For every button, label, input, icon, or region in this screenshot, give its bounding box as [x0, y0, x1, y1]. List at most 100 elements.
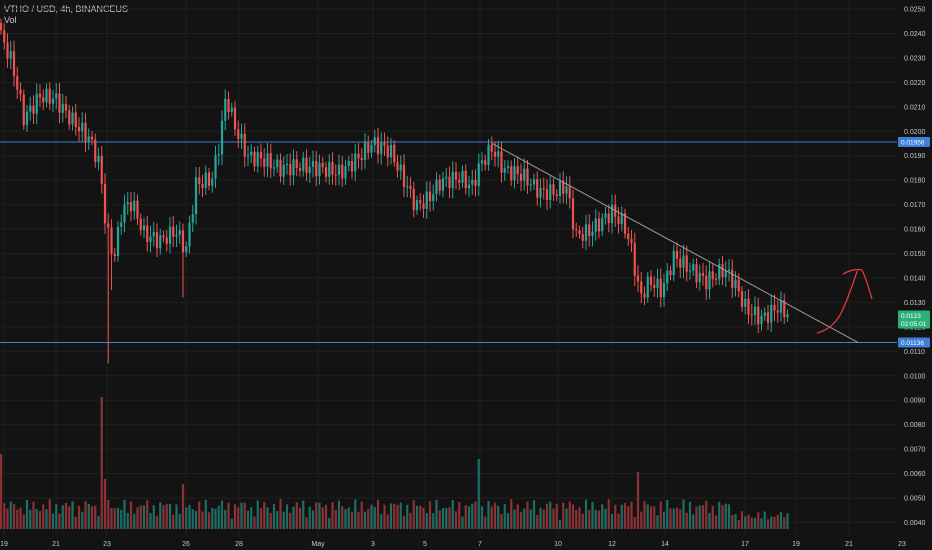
- candle-body: [763, 312, 766, 316]
- candle-body: [646, 276, 649, 298]
- volume-bar: [435, 499, 438, 529]
- volume-bar: [412, 500, 415, 529]
- volume-bar: [194, 511, 198, 529]
- candle-body: [441, 178, 445, 191]
- candle-body: [276, 159, 279, 168]
- candle-body: [259, 152, 263, 159]
- y-tick-label: 0.0060: [904, 471, 926, 478]
- volume-bar: [337, 500, 341, 529]
- current-price-tag-bg: [898, 310, 930, 329]
- volume-bar: [259, 508, 263, 529]
- volume-bar: [224, 509, 227, 529]
- candle-body: [146, 225, 149, 242]
- candle-body: [484, 160, 487, 165]
- volume-bar: [3, 503, 6, 529]
- candle-body: [708, 271, 711, 290]
- volume-bar: [682, 499, 685, 529]
- candle-body: [776, 310, 779, 313]
- candle-body: [321, 162, 324, 168]
- volume-bar: [243, 502, 246, 529]
- volume-bar: [149, 512, 152, 529]
- volume-bar: [471, 503, 474, 529]
- volume-bar: [454, 511, 458, 529]
- arrow-head: [842, 268, 873, 300]
- volume-bar: [552, 508, 555, 529]
- volume-indicator-label[interactable]: Vol: [4, 15, 17, 25]
- volume-bar: [607, 499, 610, 529]
- volume-bar: [9, 501, 12, 529]
- candle-body: [568, 186, 571, 199]
- volume-bar: [45, 509, 48, 529]
- volume-bar: [760, 518, 763, 529]
- volume-bar: [256, 500, 259, 529]
- volume-bar: [64, 502, 68, 529]
- volume-bar: [630, 501, 633, 529]
- candle-body: [289, 163, 292, 176]
- volume-bar: [120, 509, 123, 529]
- volume-bar: [571, 504, 575, 529]
- candle-body: [103, 183, 107, 224]
- candle-body: [68, 110, 71, 125]
- volume-bar: [341, 506, 344, 529]
- volume-bar: [139, 505, 142, 529]
- candle-body: [425, 191, 428, 209]
- volume-bar: [81, 511, 84, 529]
- candle-body: [155, 232, 159, 249]
- candle-body: [357, 153, 360, 159]
- candle-body: [279, 159, 282, 177]
- candle-body: [71, 112, 74, 125]
- candle-body: [588, 224, 591, 237]
- candle-body: [737, 279, 740, 292]
- volume-bar: [419, 505, 422, 529]
- arrow-shaft: [816, 270, 858, 334]
- candle-body: [389, 144, 393, 158]
- volume-bar: [545, 503, 549, 529]
- candle-body: [477, 163, 480, 186]
- volume-bar: [695, 506, 698, 529]
- y-tick-label: 0.0220: [904, 80, 926, 87]
- candle-body: [656, 278, 659, 288]
- candle-body: [175, 234, 178, 237]
- candle-body: [718, 264, 721, 280]
- candle-body: [217, 154, 220, 156]
- trend-line[interactable]: [491, 143, 859, 343]
- y-tick-label: 0.0160: [904, 227, 926, 234]
- y-tick-label: 0.0150: [904, 251, 926, 258]
- candle-body: [581, 234, 584, 241]
- x-tick-label: 7: [478, 541, 482, 548]
- volume-bar: [503, 503, 506, 529]
- candle-body: [12, 51, 16, 77]
- volume-bar: [536, 515, 539, 529]
- candle-body: [129, 202, 133, 212]
- chart-grid: [0, 0, 903, 537]
- volume-bar: [770, 516, 773, 529]
- candle-body: [77, 127, 81, 132]
- candle-body: [747, 298, 750, 315]
- y-tick-label: 0.0100: [904, 373, 926, 380]
- candle-body: [204, 172, 207, 188]
- volume-bar: [25, 499, 29, 529]
- candle-body: [620, 213, 623, 225]
- candle-body: [607, 213, 610, 224]
- volume-bar: [298, 507, 302, 529]
- volume-bar: [129, 501, 133, 529]
- candle-body: [724, 271, 727, 278]
- candle-body: [604, 213, 607, 218]
- volume-bar: [162, 505, 165, 529]
- candle-body: [0, 22, 3, 31]
- volume-bar: [432, 513, 435, 529]
- price-axis-background[interactable]: [897, 0, 932, 550]
- time-axis[interactable]: 19 21 23 26 28 May 3 5 7 10 12 14 17 19 21 23: [0, 541, 906, 548]
- volume-bar: [487, 500, 490, 529]
- candle-body: [773, 304, 776, 311]
- volume-bar: [633, 516, 636, 529]
- candle-body: [376, 137, 380, 155]
- volume-bar: [350, 511, 354, 529]
- y-tick-label: 0.0230: [904, 55, 926, 62]
- candle-body: [188, 222, 191, 247]
- volume-bar: [110, 507, 113, 529]
- candle-body: [168, 226, 172, 244]
- candle-body: [162, 235, 165, 238]
- volume-bar: [100, 397, 103, 529]
